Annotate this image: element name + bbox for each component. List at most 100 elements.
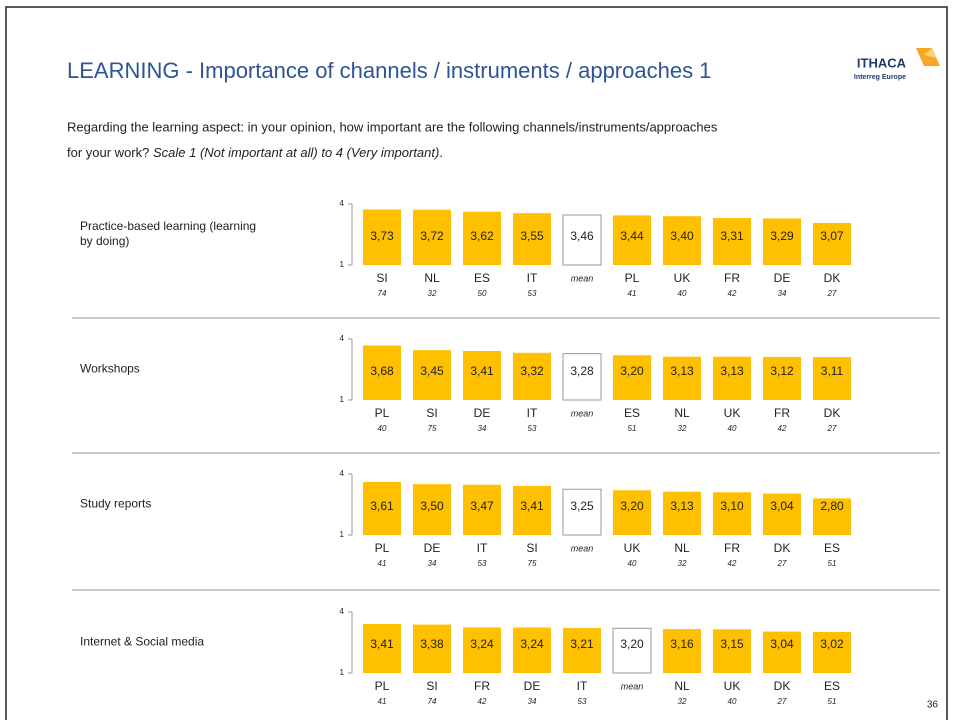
x-tick-label: mean: [621, 681, 644, 691]
bar: [713, 492, 751, 535]
x-tick-label: mean: [571, 408, 594, 418]
bar: [562, 488, 602, 536]
bar: [713, 356, 751, 400]
row-label: Practice-based learning (learning: [80, 219, 256, 233]
value-label: 3,41: [520, 499, 544, 513]
bar: [763, 493, 801, 535]
bar: [813, 357, 851, 400]
bar: [562, 214, 602, 266]
y-tick-label: 4: [340, 199, 345, 208]
bar: [613, 215, 651, 265]
subtitle-line: Regarding the learning aspect: in your o…: [67, 119, 718, 134]
x-tick-label: NL: [674, 406, 690, 420]
subtitle-end: .: [439, 145, 443, 160]
value-label: 3,73: [370, 229, 394, 243]
value-label: 3,24: [520, 637, 544, 651]
sample-size: 40: [728, 697, 737, 706]
value-label: 3,13: [670, 499, 694, 513]
value-label: 3,41: [470, 364, 494, 378]
sample-size: 27: [827, 289, 837, 298]
sample-size: 34: [478, 424, 487, 433]
bar: [463, 484, 501, 535]
bar: [413, 209, 451, 265]
sample-size: 74: [428, 697, 437, 706]
row-label: Workshops: [80, 362, 140, 376]
y-tick-label: 1: [340, 668, 345, 677]
y-tick-label: 1: [340, 395, 345, 404]
value-label: 3,50: [420, 499, 444, 513]
x-tick-label: DK: [824, 406, 841, 420]
x-tick-label: SI: [376, 271, 387, 285]
value-label: 3,20: [620, 364, 644, 378]
logo-name: ITHACA: [857, 55, 907, 70]
sample-size: 53: [578, 697, 587, 706]
value-label: 3,24: [470, 637, 494, 651]
bar: [513, 352, 551, 400]
value-label: 3,16: [670, 637, 694, 651]
sample-size: 34: [778, 289, 787, 298]
x-tick-label: ES: [474, 271, 490, 285]
value-label: 3,32: [520, 364, 544, 378]
x-tick-label: FR: [724, 271, 740, 285]
bar: [463, 350, 501, 400]
x-tick-label: SI: [426, 406, 437, 420]
x-tick-label: DK: [774, 541, 791, 555]
bar: [713, 629, 751, 673]
x-tick-label: DK: [774, 679, 791, 693]
sample-size: 51: [828, 697, 837, 706]
value-label: 3,07: [820, 229, 844, 243]
sample-size: 53: [528, 424, 537, 433]
x-tick-label: NL: [674, 679, 690, 693]
value-label: 3,02: [820, 637, 844, 651]
y-tick-label: 1: [340, 260, 345, 269]
x-tick-label: FR: [774, 406, 790, 420]
x-tick-label: ES: [824, 541, 840, 555]
bar: [562, 353, 602, 401]
x-tick-label: DE: [474, 406, 491, 420]
value-label: 3,31: [720, 229, 744, 243]
sample-size: 32: [678, 697, 687, 706]
x-tick-label: UK: [724, 406, 741, 420]
x-tick-label: mean: [571, 273, 594, 283]
bar: [413, 350, 451, 400]
x-tick-label: NL: [674, 541, 690, 555]
value-label: 3,47: [470, 499, 494, 513]
value-label: 3,41: [370, 637, 394, 651]
sample-size: 75: [428, 424, 437, 433]
sample-size: 34: [428, 559, 437, 568]
value-label: 3,44: [620, 229, 644, 243]
value-label: 3,29: [770, 229, 794, 243]
value-label: 3,11: [821, 364, 844, 378]
bar: [763, 631, 801, 673]
sample-size: 40: [728, 424, 737, 433]
bar: [413, 484, 451, 535]
row-label: by doing): [80, 234, 129, 248]
sample-size: 42: [478, 697, 487, 706]
sample-size: 27: [777, 559, 787, 568]
value-label: 3,04: [770, 499, 794, 513]
x-tick-label: IT: [527, 406, 538, 420]
y-tick-label: 1: [340, 530, 345, 539]
y-tick-label: 4: [340, 607, 345, 616]
value-label: 3,15: [720, 637, 744, 651]
sample-size: 51: [828, 559, 837, 568]
x-tick-label: UK: [674, 271, 691, 285]
subtitle-line: for your work? Scale 1 (Not important at…: [67, 145, 443, 160]
value-label: 2,80: [820, 499, 844, 513]
sample-size: 32: [678, 559, 687, 568]
x-tick-label: IT: [477, 541, 488, 555]
sample-size: 51: [628, 424, 637, 433]
sample-size: 32: [428, 289, 437, 298]
value-label: 3,68: [370, 364, 394, 378]
bar: [563, 628, 601, 673]
sample-size: 53: [528, 289, 537, 298]
x-tick-label: DK: [824, 271, 841, 285]
value-label: 3,45: [420, 364, 444, 378]
sample-size: 42: [728, 289, 737, 298]
value-label: 3,55: [520, 229, 544, 243]
sample-size: 27: [777, 697, 787, 706]
bar: [463, 211, 501, 265]
sample-size: 34: [528, 697, 537, 706]
sample-size: 41: [378, 697, 387, 706]
